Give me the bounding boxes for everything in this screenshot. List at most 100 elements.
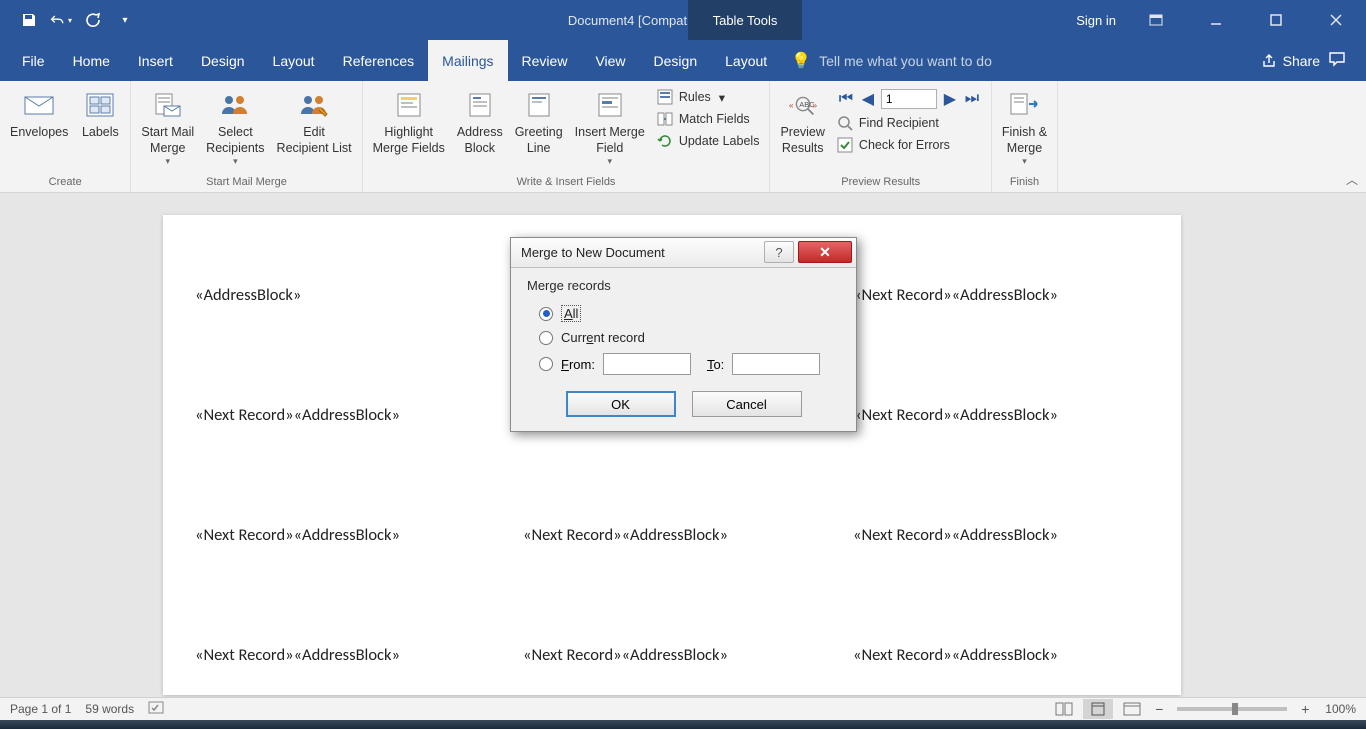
- select-recipients-button[interactable]: Select Recipients▾: [202, 85, 268, 170]
- dialog-close-button[interactable]: ✕: [798, 241, 852, 263]
- check-errors-button[interactable]: Check for Errors: [833, 135, 985, 155]
- tab-design[interactable]: Design: [187, 40, 259, 81]
- merge-field-cell: «Next Record»«AddressBlock»: [853, 285, 1058, 305]
- radio-all[interactable]: [539, 307, 553, 321]
- radio-from[interactable]: [539, 357, 553, 371]
- merge-field-cell: «Next Record»«AddressBlock»: [195, 405, 400, 425]
- match-fields-button[interactable]: Match Fields: [653, 109, 764, 129]
- group-label-create: Create: [6, 174, 124, 190]
- greeting-line-button[interactable]: Greeting Line: [511, 85, 567, 158]
- check-icon: [837, 137, 853, 153]
- finish-merge-button[interactable]: Finish & Merge▾: [998, 85, 1051, 170]
- zoom-level[interactable]: 100%: [1325, 702, 1356, 716]
- address-block-button[interactable]: Address Block: [453, 85, 507, 158]
- taskbar: [0, 720, 1366, 729]
- tab-home[interactable]: Home: [59, 40, 124, 81]
- undo-icon[interactable]: ▾: [50, 9, 72, 31]
- svg-text:»: »: [812, 100, 817, 110]
- finish-icon: [1009, 89, 1041, 121]
- update-labels-button[interactable]: Update Labels: [653, 131, 764, 151]
- zoom-in-button[interactable]: +: [1297, 701, 1313, 717]
- edit-recipient-list-button[interactable]: Edit Recipient List: [273, 85, 356, 158]
- prev-record-button[interactable]: ◀: [859, 90, 877, 108]
- rules-button[interactable]: Rules▾: [653, 87, 764, 107]
- envelope-icon: [23, 89, 55, 121]
- start-mail-merge-button[interactable]: Start Mail Merge▾: [137, 85, 198, 170]
- cancel-button[interactable]: Cancel: [692, 391, 802, 417]
- tab-review[interactable]: Review: [508, 40, 582, 81]
- tab-view[interactable]: View: [581, 40, 639, 81]
- merge-field-cell: «Next Record»«AddressBlock»: [195, 645, 400, 665]
- tab-mailings[interactable]: Mailings: [428, 40, 507, 81]
- group-label-preview: Preview Results: [776, 174, 984, 190]
- qat-customize-icon[interactable]: ▾: [114, 9, 136, 31]
- read-mode-button[interactable]: [1049, 699, 1079, 719]
- from-input[interactable]: [603, 353, 691, 375]
- dialog-title: Merge to New Document: [521, 245, 665, 260]
- to-input[interactable]: [732, 353, 820, 375]
- merge-records-label: Merge records: [527, 278, 840, 293]
- labels-icon: [84, 89, 116, 121]
- ribbon-display-icon[interactable]: [1136, 5, 1176, 35]
- merge-field-cell: «Next Record»«AddressBlock»: [523, 525, 728, 545]
- merge-field-cell: «Next Record»«AddressBlock»: [195, 525, 400, 545]
- greeting-icon: [523, 89, 555, 121]
- tab-insert[interactable]: Insert: [124, 40, 187, 81]
- page-status[interactable]: Page 1 of 1: [10, 702, 71, 716]
- highlight-merge-fields-button[interactable]: Highlight Merge Fields: [369, 85, 449, 158]
- insert-field-icon: [594, 89, 626, 121]
- group-label-write: Write & Insert Fields: [369, 174, 764, 190]
- collapse-ribbon-icon[interactable]: ︿: [1346, 171, 1358, 188]
- share-icon: [1261, 53, 1277, 69]
- svg-text:«: «: [789, 100, 794, 110]
- preview-results-button[interactable]: «ABC» Preview Results: [776, 85, 828, 158]
- preview-icon: «ABC»: [787, 89, 819, 121]
- close-icon[interactable]: [1316, 5, 1356, 35]
- match-icon: [657, 111, 673, 127]
- insert-merge-field-button[interactable]: Insert Merge Field▾: [571, 85, 649, 170]
- share-label: Share: [1283, 53, 1320, 69]
- lightbulb-icon: 💡: [791, 51, 811, 71]
- web-layout-button[interactable]: [1117, 699, 1147, 719]
- first-record-button[interactable]: ⏮: [837, 90, 855, 108]
- group-label-finish: Finish: [998, 174, 1051, 190]
- print-layout-button[interactable]: [1083, 699, 1113, 719]
- update-icon: [657, 133, 673, 149]
- contextual-tab-label: Table Tools: [688, 0, 802, 40]
- comments-icon[interactable]: [1328, 51, 1346, 70]
- tab-layout[interactable]: Layout: [259, 40, 329, 81]
- find-recipient-button[interactable]: Find Recipient: [833, 113, 985, 133]
- tab-layout[interactable]: Layout: [711, 40, 781, 81]
- share-button[interactable]: Share: [1261, 53, 1320, 69]
- spellcheck-icon[interactable]: [148, 701, 166, 718]
- redo-icon[interactable]: [82, 9, 104, 31]
- merge-field-cell: «Next Record»«AddressBlock»: [853, 525, 1058, 545]
- merge-field-cell: «AddressBlock»: [195, 285, 301, 305]
- edit-list-icon: [298, 89, 330, 121]
- zoom-slider[interactable]: [1177, 707, 1287, 711]
- rules-icon: [657, 89, 673, 105]
- envelopes-button[interactable]: Envelopes: [6, 85, 72, 143]
- save-icon[interactable]: [18, 9, 40, 31]
- tab-file[interactable]: File: [8, 40, 59, 81]
- dialog-help-button[interactable]: ?: [764, 241, 794, 263]
- labels-button[interactable]: Labels: [76, 85, 124, 143]
- word-count[interactable]: 59 words: [85, 702, 134, 716]
- merge-dialog: Merge to New Document ? ✕ Merge records …: [510, 237, 857, 432]
- mail-merge-icon: [152, 89, 184, 121]
- zoom-out-button[interactable]: −: [1151, 701, 1167, 717]
- tab-references[interactable]: References: [329, 40, 429, 81]
- ok-button[interactable]: OK: [566, 391, 676, 417]
- minimize-icon[interactable]: [1196, 5, 1236, 35]
- maximize-icon[interactable]: [1256, 5, 1296, 35]
- group-label-start: Start Mail Merge: [137, 174, 355, 190]
- tell-me-input[interactable]: 💡Tell me what you want to do: [791, 40, 992, 81]
- record-number-input[interactable]: [881, 89, 937, 109]
- merge-field-cell: «Next Record»«AddressBlock»: [523, 645, 728, 665]
- sign-in-button[interactable]: Sign in: [1076, 13, 1116, 28]
- radio-current[interactable]: [539, 331, 553, 345]
- highlight-icon: [393, 89, 425, 121]
- last-record-button[interactable]: ⏭: [963, 90, 981, 108]
- next-record-button[interactable]: ▶: [941, 90, 959, 108]
- tab-design[interactable]: Design: [640, 40, 712, 81]
